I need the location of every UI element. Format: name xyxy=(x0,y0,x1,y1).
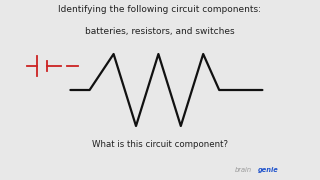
Text: What is this circuit component?: What is this circuit component? xyxy=(92,140,228,149)
Text: brain: brain xyxy=(235,167,252,173)
Text: batteries, resistors, and switches: batteries, resistors, and switches xyxy=(85,27,235,36)
Text: genie: genie xyxy=(258,167,278,173)
Text: Identifying the following circuit components:: Identifying the following circuit compon… xyxy=(59,5,261,14)
